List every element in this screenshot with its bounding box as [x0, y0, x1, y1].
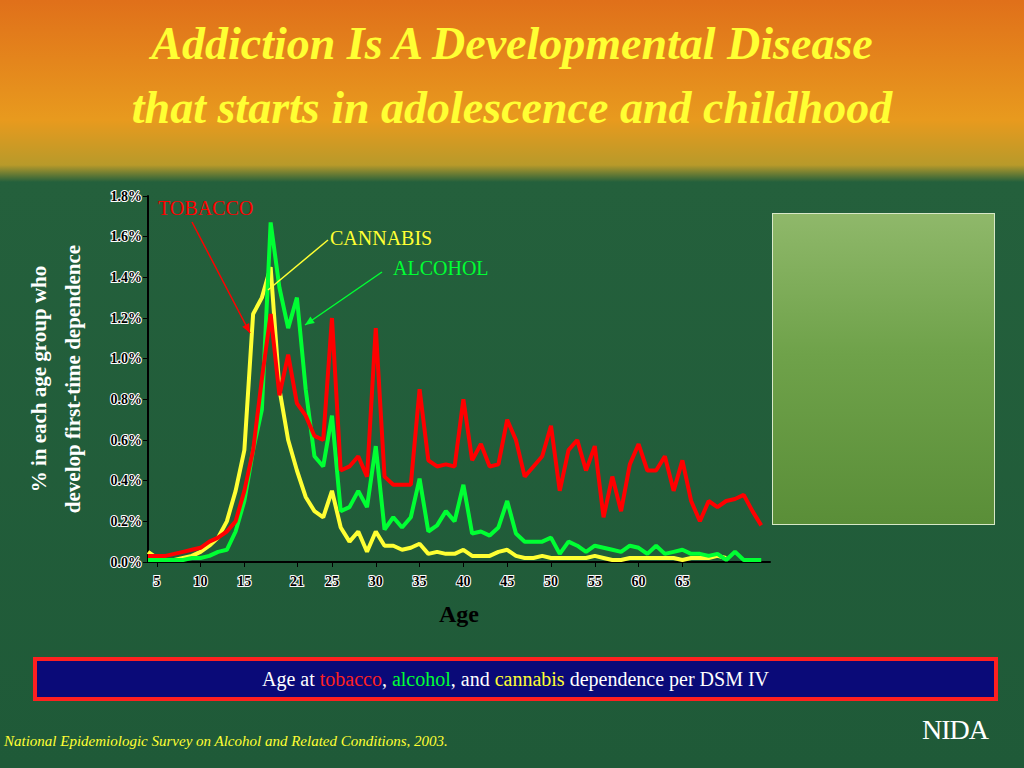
svg-text:% in each age group who: % in each age group who	[27, 266, 51, 493]
html-text:Age at tobacco, alcohol, and c: Age at tobacco, alcohol, and cannabis de…	[262, 668, 769, 690]
svg-text:10: 10	[194, 574, 208, 589]
html-text:that starts in adolescence and: that starts in adolescence and childhood	[131, 82, 893, 133]
svg-text:1.0%: 1.0%	[111, 351, 143, 366]
svg-text:65: 65	[675, 574, 689, 589]
svg-text:15: 15	[237, 574, 251, 589]
svg-text:Age: Age	[439, 601, 479, 627]
svg-text:50: 50	[544, 574, 558, 589]
html-text:NIDA: NIDA	[922, 714, 988, 745]
svg-text:40: 40	[456, 574, 470, 589]
svg-text:45: 45	[500, 574, 514, 589]
svg-text:0.6%: 0.6%	[111, 433, 143, 448]
svg-text:0.4%: 0.4%	[111, 473, 143, 488]
svg-text:CANNABIS: CANNABIS	[330, 227, 432, 249]
svg-text:25: 25	[325, 574, 339, 589]
svg-text:TOBACCO: TOBACCO	[158, 197, 253, 219]
svg-text:35: 35	[413, 574, 427, 589]
svg-text:30: 30	[369, 574, 383, 589]
html-text:Addiction Is A Developmental D: Addiction Is A Developmental Disease	[151, 18, 873, 69]
svg-text:develop first-time dependence: develop first-time dependence	[61, 245, 85, 513]
svg-text:1.4%: 1.4%	[111, 270, 143, 285]
svg-text:21: 21	[290, 574, 304, 589]
svg-text:0.8%: 0.8%	[111, 392, 143, 407]
svg-text:0.0%: 0.0%	[111, 555, 143, 570]
svg-text:1.6%: 1.6%	[111, 229, 143, 244]
svg-text:0.2%: 0.2%	[111, 514, 143, 529]
svg-text:ALCOHOL: ALCOHOL	[393, 257, 489, 279]
svg-text:1.2%: 1.2%	[111, 311, 143, 326]
svg-text:5: 5	[153, 574, 160, 589]
svg-text:60: 60	[632, 574, 646, 589]
svg-text:1.8%: 1.8%	[111, 189, 143, 204]
html-text:National Epidemiologic Survey: National Epidemiologic Survey on Alcohol…	[4, 733, 448, 749]
svg-text:55: 55	[588, 574, 602, 589]
